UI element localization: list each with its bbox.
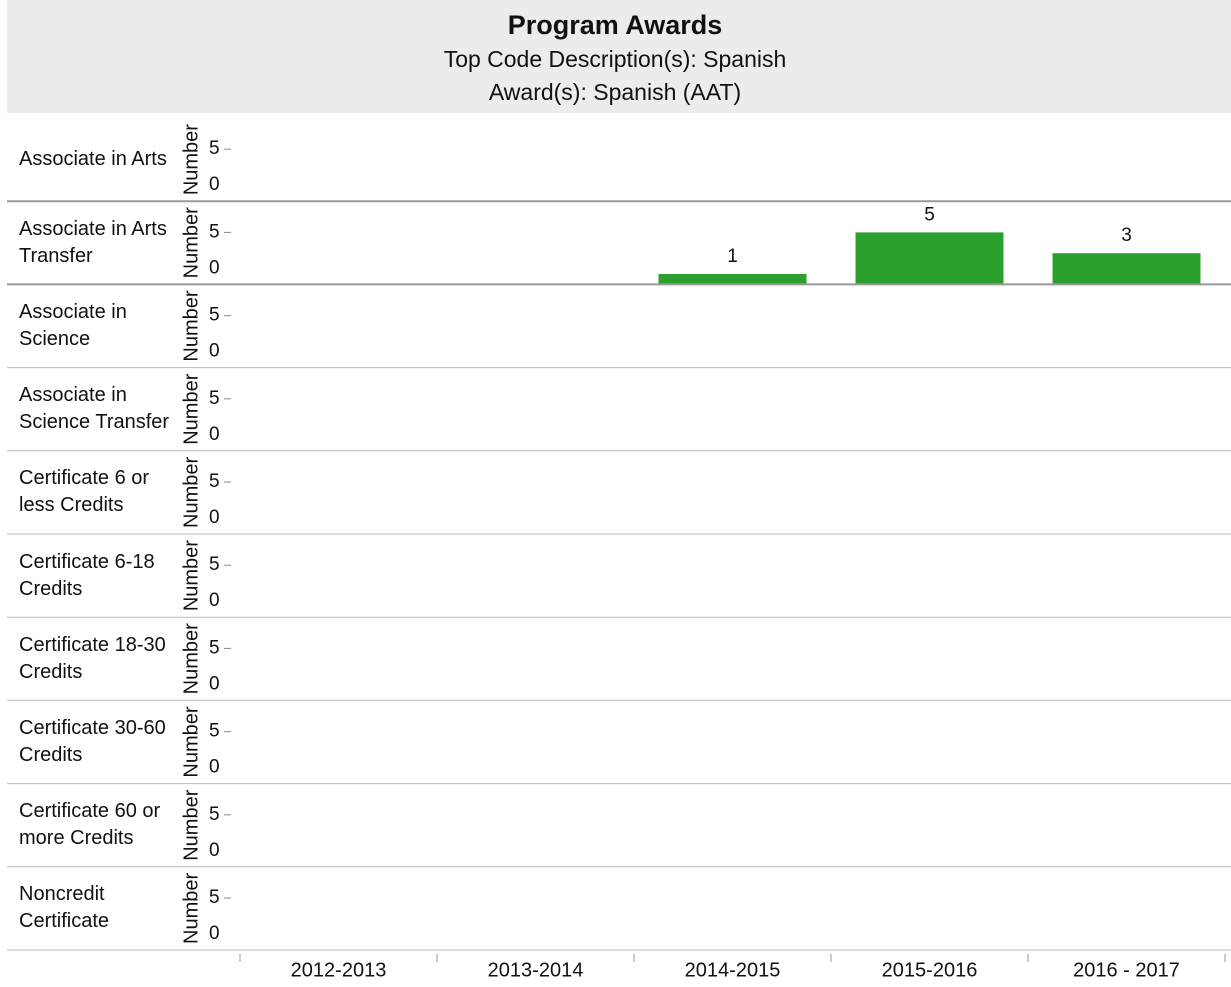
y-tick-label: 0 (209, 923, 220, 944)
y-tick-label: 0 (209, 507, 220, 528)
y-tick-label: 5 (209, 388, 220, 409)
y-tick-label: 0 (209, 174, 220, 195)
row-label: Associate in Arts Transfer (19, 217, 167, 267)
row-label: Certificate 60 or more Credits (19, 800, 161, 850)
value-label: 5 (924, 204, 935, 225)
row-label: Certificate 18-30 Credits (19, 633, 166, 683)
row-label: Certificate 6 or less Credits (19, 467, 150, 517)
y-axis-label: Number (180, 789, 202, 860)
chart-subtitle: Top Code Description(s): Spanish (444, 46, 787, 72)
x-tick-label: 2013-2014 (488, 959, 584, 981)
y-axis-label: Number (180, 373, 202, 444)
y-tick-label: 0 (209, 840, 220, 861)
value-label: 1 (727, 246, 738, 267)
y-tick-label: 5 (209, 305, 220, 326)
y-tick-label: 0 (209, 590, 220, 611)
y-tick-label: 5 (209, 887, 220, 908)
bar (855, 232, 1004, 285)
y-axis-label: Number (180, 290, 202, 361)
bar (1052, 253, 1201, 285)
row-label: Associate in Science Transfer (19, 384, 170, 434)
y-tick-label: 5 (209, 637, 220, 658)
header-bg (7, 0, 1231, 113)
y-axis-label: Number (180, 124, 202, 195)
y-tick-label: 0 (209, 673, 220, 694)
y-tick-label: 5 (209, 221, 220, 242)
y-axis-label: Number (180, 540, 202, 611)
y-tick-label: 0 (209, 341, 220, 362)
y-tick-label: 5 (209, 554, 220, 575)
chart-title: Program Awards (508, 10, 723, 40)
y-tick-label: 5 (209, 138, 220, 159)
x-tick-label: 2016 - 2017 (1073, 959, 1180, 981)
row-label: Associate in Arts (19, 148, 167, 171)
y-tick-label: 5 (209, 471, 220, 492)
y-tick-label: 5 (209, 721, 220, 742)
y-tick-label: 0 (209, 757, 220, 778)
y-tick-label: 0 (209, 257, 220, 278)
row-label: Associate in Science (19, 300, 127, 350)
y-axis-label: Number (180, 706, 202, 777)
y-axis-label: Number (180, 207, 202, 278)
x-tick-label: 2014-2015 (685, 959, 781, 981)
chart-subtitle: Award(s): Spanish (AAT) (489, 79, 741, 105)
value-label: 3 (1121, 225, 1132, 246)
row-label: Certificate 6-18 Credits (19, 550, 155, 600)
x-tick-label: 2015-2016 (882, 959, 978, 981)
y-axis-label: Number (180, 623, 202, 694)
row-label: Certificate 30-60 Credits (19, 716, 166, 766)
y-axis-label: Number (180, 872, 202, 943)
x-tick-label: 2012-2013 (291, 959, 387, 981)
bar (658, 274, 807, 285)
y-tick-label: 5 (209, 804, 220, 825)
y-axis-label: Number (180, 456, 202, 527)
row-label: Noncredit Certificate (19, 883, 110, 933)
y-tick-label: 0 (209, 424, 220, 445)
